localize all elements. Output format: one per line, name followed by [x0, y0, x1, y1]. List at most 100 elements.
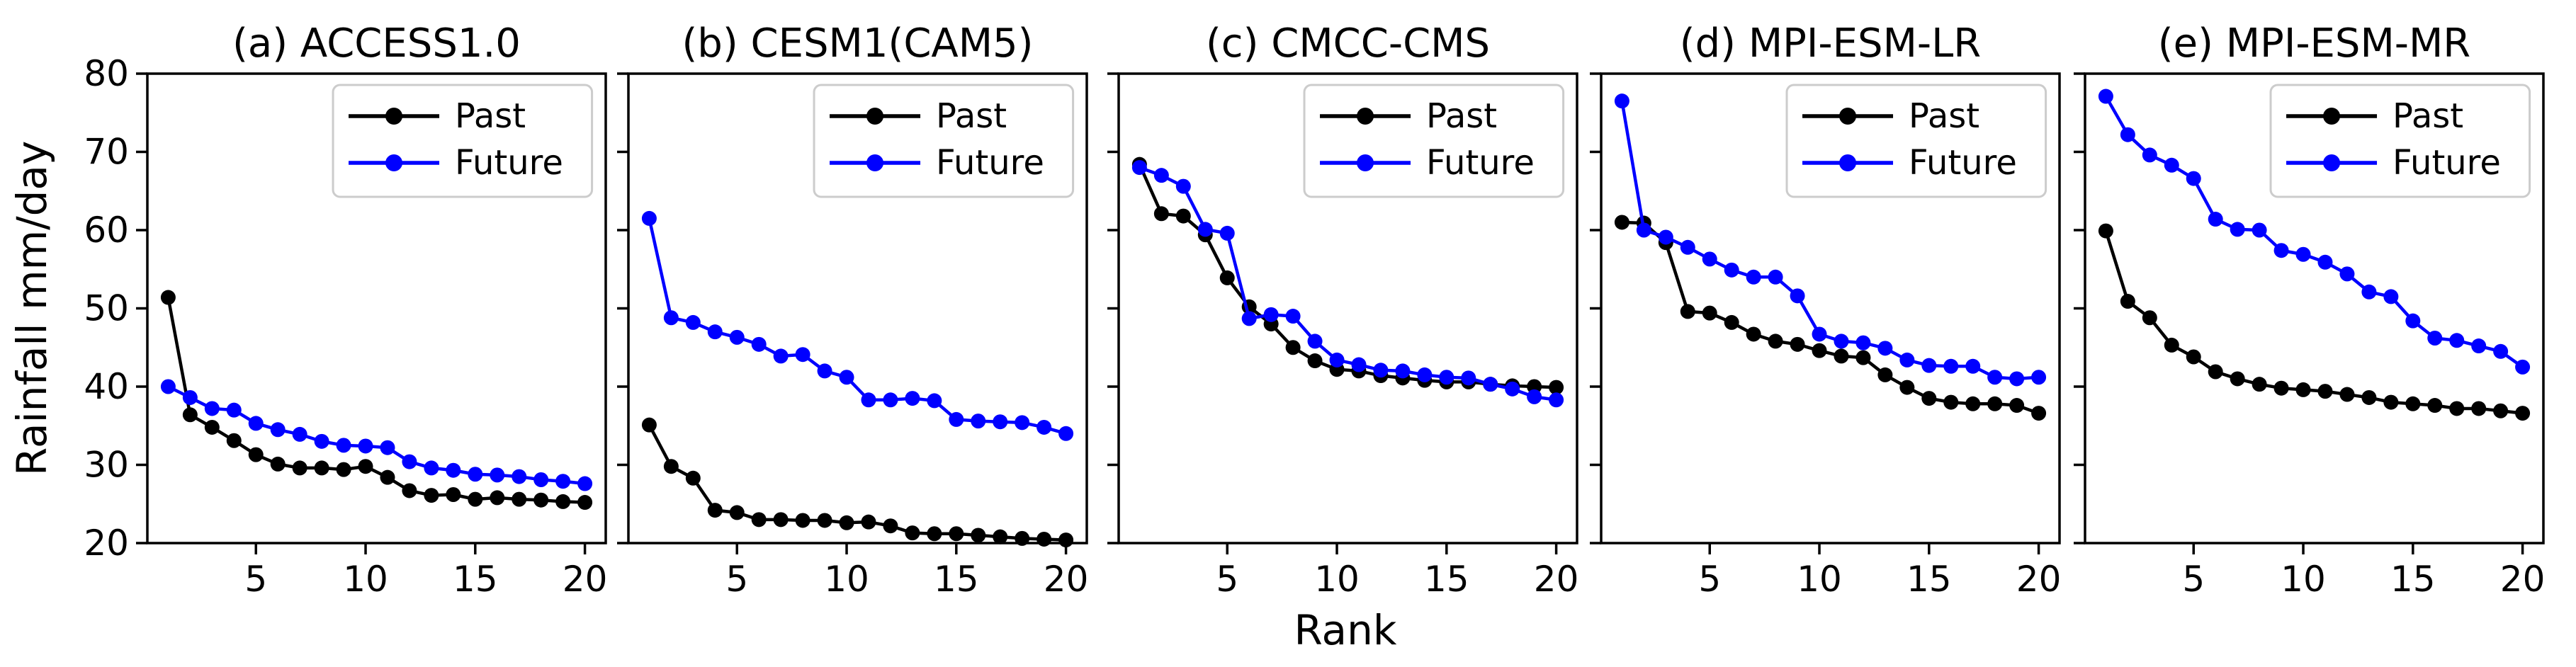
data-point-future	[2383, 289, 2399, 304]
data-point-future	[1790, 288, 1805, 304]
data-point-past	[2120, 294, 2135, 309]
data-point-future	[1197, 222, 1213, 237]
data-point-past	[2427, 398, 2443, 414]
data-point-future	[182, 389, 198, 405]
data-point-future	[2252, 222, 2267, 238]
data-point-future	[1724, 262, 1739, 278]
data-point-future	[1702, 251, 1717, 267]
data-point-future	[2427, 330, 2443, 346]
data-point-past	[1015, 530, 1030, 546]
data-point-future	[1899, 352, 1915, 367]
panel-title: (c) CMCC-CMS	[1206, 21, 1490, 67]
legend: Past Future	[813, 84, 1075, 198]
data-point-past	[729, 505, 745, 520]
data-point-past	[1855, 350, 1871, 365]
data-point-past	[1527, 379, 1542, 394]
data-point-future	[1680, 239, 1695, 255]
legend: Past Future	[1303, 84, 1565, 198]
x-tick-label: 15	[453, 559, 498, 600]
x-tick-label: 10	[1797, 559, 1842, 600]
data-point-future	[2009, 371, 2025, 387]
data-point-future	[1395, 363, 1411, 379]
legend-marker-future	[1357, 154, 1374, 171]
data-point-past	[1285, 340, 1301, 355]
data-point-future	[1058, 426, 1074, 441]
data-point-past	[1877, 367, 1893, 382]
x-tick-label: 5	[244, 559, 267, 600]
data-point-future	[1461, 370, 1476, 386]
legend: Past Future	[2269, 84, 2531, 198]
data-point-future	[1483, 377, 1498, 392]
data-point-past	[905, 525, 920, 541]
data-point-past	[685, 470, 701, 486]
y-axis-label: Rainfall mm/day	[8, 140, 56, 477]
data-point-past	[1746, 326, 1761, 342]
data-point-past	[1036, 531, 1052, 547]
legend-marker-past	[385, 108, 403, 125]
data-point-future	[292, 426, 307, 442]
legend-label-future: Future	[1909, 143, 2017, 183]
data-point-future	[2361, 284, 2377, 300]
data-point-future	[861, 392, 876, 408]
data-point-future	[2142, 147, 2157, 163]
data-point-future	[1307, 334, 1323, 349]
data-point-past	[663, 459, 679, 474]
data-point-future	[468, 467, 483, 482]
data-point-past	[2405, 396, 2421, 411]
data-point-future	[1549, 392, 1564, 408]
data-point-past	[490, 490, 505, 506]
data-point-future	[358, 438, 373, 454]
data-point-future	[1987, 370, 2003, 385]
data-point-future	[314, 433, 329, 449]
data-point-future	[971, 414, 986, 429]
data-point-past	[1724, 314, 1739, 330]
data-point-future	[204, 401, 220, 416]
data-point-past	[533, 492, 549, 508]
x-tick-label: 20	[1044, 559, 1089, 600]
legend-label-past: Past	[1426, 96, 1497, 136]
legend-label-past: Past	[1909, 96, 1979, 136]
data-point-past	[424, 488, 439, 503]
legend-marker-past	[1357, 108, 1374, 125]
data-point-future	[2493, 343, 2509, 359]
data-point-future	[1263, 307, 1279, 322]
data-point-future	[1439, 370, 1454, 385]
data-point-past	[2208, 364, 2223, 380]
data-point-past	[2098, 223, 2113, 239]
data-point-past	[555, 494, 571, 509]
data-point-past	[949, 526, 964, 542]
data-point-past	[927, 526, 942, 542]
data-point-past	[160, 290, 176, 305]
data-point-future	[2230, 222, 2245, 237]
data-point-future	[927, 393, 942, 409]
data-point-future	[1812, 326, 1827, 342]
data-point-future	[1417, 367, 1433, 382]
data-point-future	[685, 314, 701, 330]
data-point-past	[2295, 382, 2311, 397]
data-point-future	[555, 474, 571, 489]
data-point-future	[1241, 311, 1257, 326]
data-point-past	[1702, 305, 1717, 321]
data-point-future	[2098, 89, 2113, 104]
x-tick-label: 5	[1216, 559, 1238, 600]
data-point-past	[2186, 349, 2201, 365]
legend-marker-future	[385, 154, 403, 171]
data-point-past	[577, 495, 593, 511]
data-point-future	[577, 476, 593, 491]
panel-b: 5 10 15 20 (b) CESM1(CAM5) Past Future	[617, 21, 1088, 600]
x-tick-label: 5	[1698, 559, 1721, 600]
data-point-future	[795, 347, 810, 363]
data-point-future	[883, 392, 898, 408]
legend-label-past: Past	[455, 96, 526, 136]
data-point-future	[1527, 389, 1542, 404]
y-tick-label: 30	[84, 445, 129, 486]
data-point-past	[2449, 401, 2465, 416]
panel-title: (d) MPI-ESM-LR	[1680, 21, 1981, 67]
legend-label-future: Future	[2393, 143, 2501, 183]
data-point-future	[1373, 363, 1389, 378]
data-point-future	[1036, 419, 1052, 435]
data-point-past	[1614, 215, 1629, 230]
x-tick-label: 20	[1534, 559, 1579, 600]
data-point-future	[2186, 171, 2201, 186]
data-point-past	[641, 417, 657, 433]
